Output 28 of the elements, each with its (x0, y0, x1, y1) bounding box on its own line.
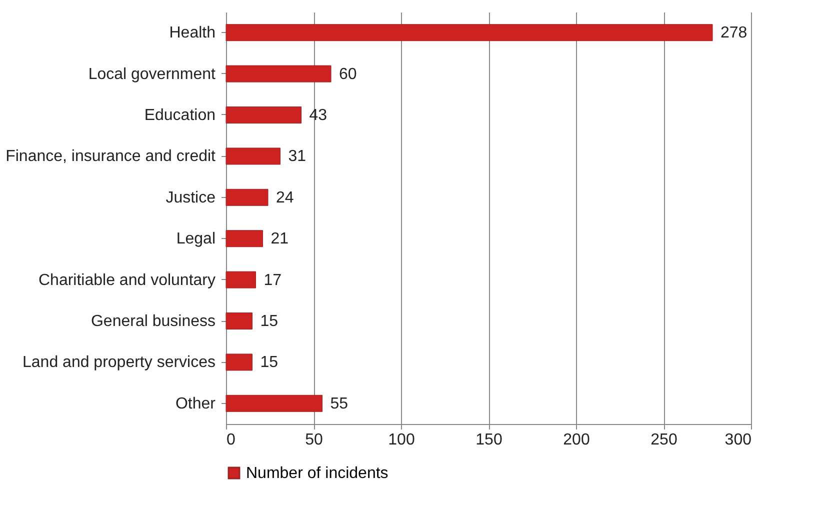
x-tick-label: 200 (563, 432, 590, 448)
x-tick-label: 50 (305, 432, 323, 448)
data-label: 17 (264, 272, 282, 289)
data-label: 21 (270, 230, 289, 248)
y-tick-label: Other (175, 395, 216, 412)
y-tick-label: Land and property services (22, 354, 216, 372)
data-label: 278 (720, 24, 748, 42)
y-tick-label: Local government (88, 66, 216, 83)
y-tick-label: Charitiable and voluntary (38, 272, 216, 289)
data-label: 24 (276, 189, 294, 206)
data-label: 55 (330, 395, 348, 412)
data-label: 31 (288, 148, 306, 166)
y-tick-label: General business (90, 313, 216, 330)
data-label: 15 (260, 313, 278, 330)
data-label: 43 (309, 107, 328, 124)
x-tick-label: 300 (724, 432, 752, 448)
x-tick-label: 0 (226, 432, 236, 448)
y-tick-label: Finance, insurance and credit (6, 148, 216, 166)
y-tick-label: Health (169, 24, 216, 42)
y-tick-label: Legal (176, 230, 216, 248)
data-label: 15 (260, 354, 278, 372)
y-tick-label: Justice (166, 189, 216, 206)
y-tick-label: Education (144, 107, 216, 124)
x-tick-label: 150 (476, 432, 502, 448)
data-label: 60 (339, 66, 357, 83)
x-tick-label: 100 (388, 432, 415, 448)
legend-label: Number of incidents (246, 465, 388, 482)
x-tick-label: 250 (650, 432, 678, 448)
